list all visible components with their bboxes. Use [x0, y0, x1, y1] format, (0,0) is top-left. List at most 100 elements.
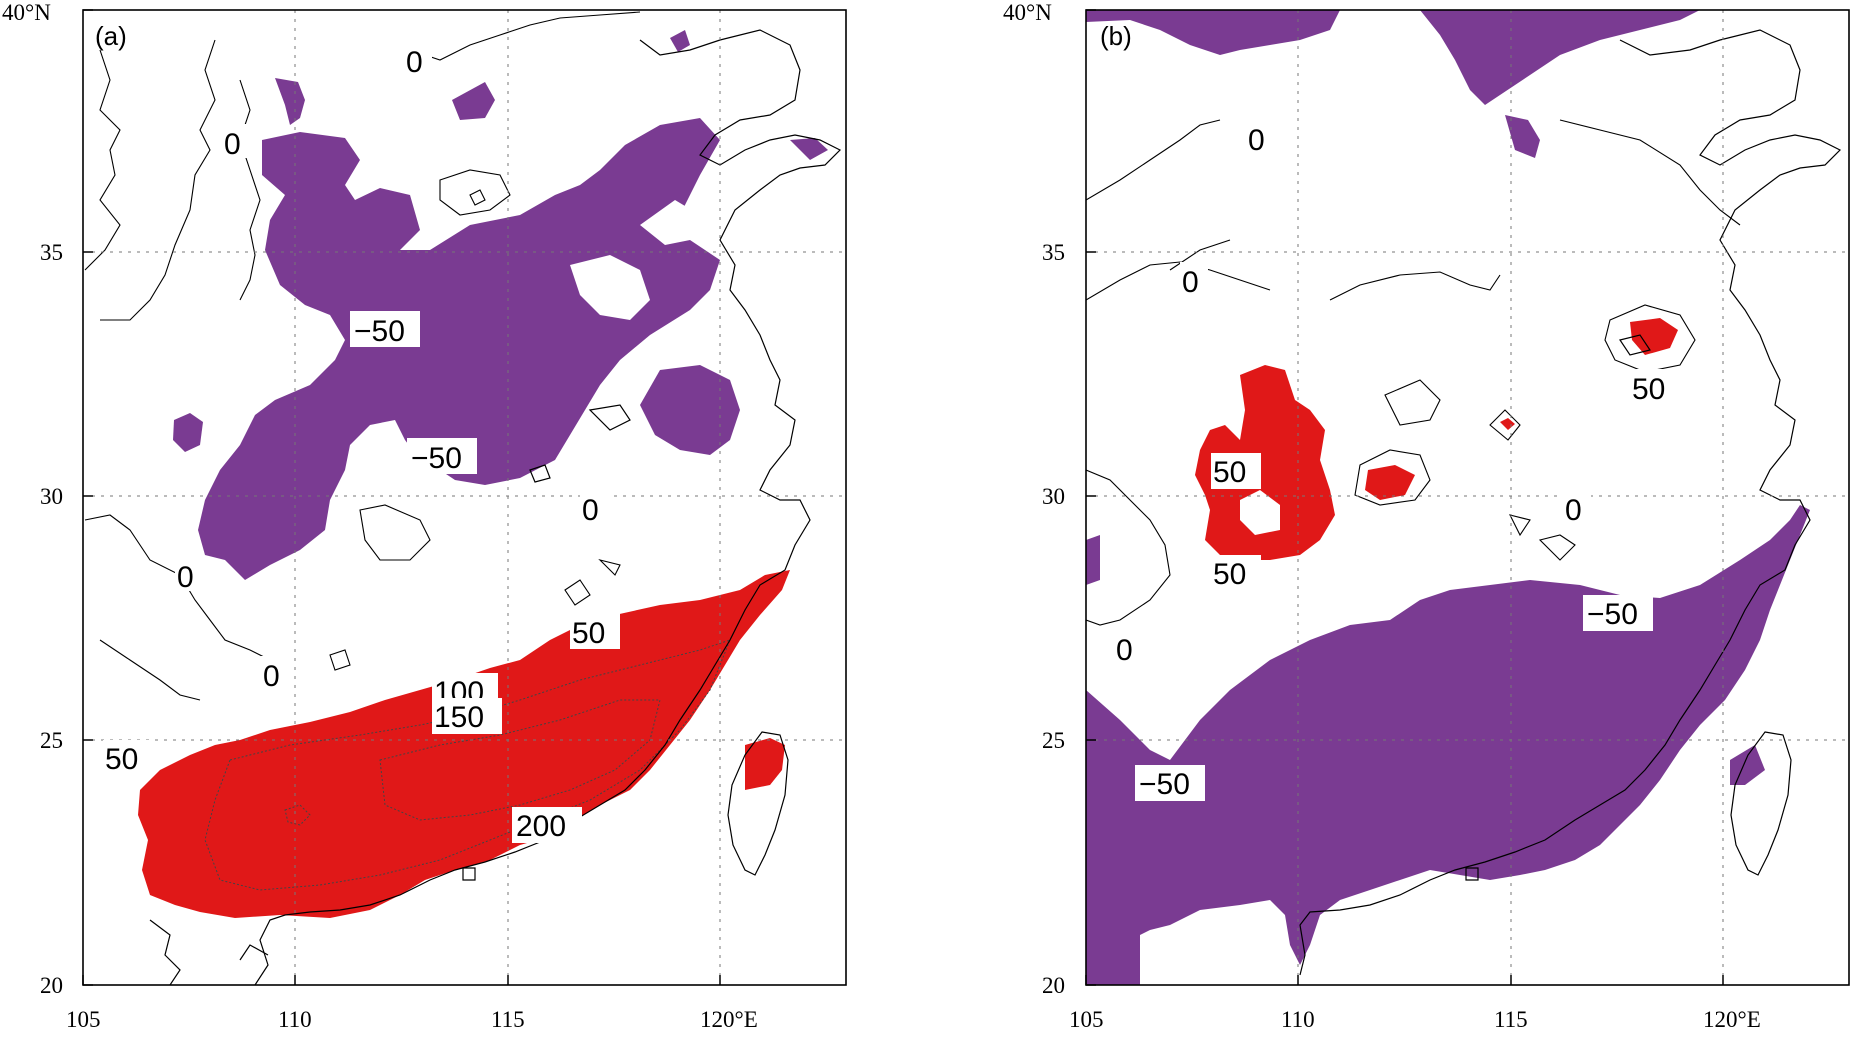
y-axis: 40°N 35 30 25 20	[2, 0, 93, 998]
contour-line	[379, 699, 661, 821]
negative-anomaly-patch	[275, 78, 305, 125]
contour-line	[1086, 469, 1171, 626]
contour-line	[598, 558, 621, 576]
contour-label: 150	[434, 701, 484, 734]
contour-label-box	[1583, 595, 1653, 631]
contour-label: −50	[354, 315, 405, 348]
y-tick-label: 20	[40, 973, 63, 998]
contour-line	[1538, 534, 1576, 561]
contour-line	[409, 11, 641, 61]
contour-label-box	[512, 807, 582, 843]
contour-label-box	[222, 124, 250, 158]
contour-label: 200	[516, 810, 566, 843]
x-tick-label: 120°E	[700, 1007, 758, 1032]
contour-label: 0	[1182, 266, 1199, 299]
contour-line	[1354, 449, 1431, 506]
contour-label-box	[1114, 630, 1142, 664]
contour-label: 50	[105, 743, 138, 776]
contour-label: 0	[582, 494, 599, 527]
island-outline	[529, 464, 551, 483]
contour-label-box	[350, 311, 420, 347]
contour-labels: 0 0 −50 −50 0 0 0 50 100 150 50 200	[103, 42, 620, 843]
contour-label: 0	[263, 660, 280, 693]
x-axis: 105 110 115 120°E	[66, 975, 758, 1032]
y-tick-label: 25	[1042, 728, 1065, 753]
negative-anomaly-patch	[1086, 10, 1340, 55]
coastline	[239, 944, 269, 961]
contour-label-box	[1180, 262, 1208, 296]
panel-label: (b)	[1100, 21, 1132, 51]
contour-line	[1559, 119, 1741, 226]
negative-anomaly-patch	[670, 30, 690, 52]
coastline	[1299, 29, 1842, 976]
contour-label-box	[432, 698, 502, 734]
x-tick-label: 115	[1494, 1007, 1528, 1032]
contour-label: 0	[1565, 494, 1582, 527]
hole	[570, 255, 650, 320]
contour-line	[99, 639, 201, 701]
contour-line	[1086, 261, 1271, 301]
panel-b: 0 0 50 50 50 0 −50 0 −50 (b)	[1003, 0, 1850, 1032]
x-tick-label: 110	[278, 1007, 312, 1032]
contour-line	[204, 639, 731, 891]
x-tick-label: 105	[66, 1007, 101, 1032]
contour-line	[1329, 271, 1501, 301]
contour-label-box	[1246, 120, 1274, 154]
map-frame	[82, 9, 847, 986]
y-tick-label: 40°N	[2, 0, 51, 25]
contour-label-box	[407, 438, 477, 474]
negative-anomaly-region	[1086, 505, 1810, 985]
positive-anomaly-patch	[1630, 318, 1678, 355]
island-outline	[462, 867, 476, 881]
contour-label-box	[1563, 490, 1591, 524]
contour-label: 50	[1632, 373, 1665, 406]
contour-label: 0	[224, 128, 241, 161]
contour-label: 50	[1213, 558, 1246, 591]
contour-label-box	[103, 740, 153, 774]
contour-labels: 0 0 50 50 50 0 −50 0 −50	[1114, 120, 1680, 801]
contour-label-box	[261, 656, 289, 690]
island-outline	[727, 731, 789, 876]
contour-label: 0	[177, 561, 194, 594]
contour-label-box	[1630, 369, 1680, 403]
island-outline	[588, 404, 631, 431]
contour-label: −50	[411, 442, 462, 475]
coastline	[254, 29, 842, 985]
negative-anomaly-patch	[1505, 115, 1540, 158]
x-axis: 105 110 115 120°E	[1069, 975, 1761, 1032]
x-tick-label: 120°E	[1703, 1007, 1761, 1032]
coastline	[149, 919, 181, 985]
contour-label-box	[1135, 765, 1205, 801]
contour-line	[439, 169, 511, 216]
negative-anomaly-patch	[1730, 745, 1765, 785]
island-outline	[1619, 334, 1651, 356]
y-tick-label: 25	[40, 728, 63, 753]
x-tick-label: 115	[491, 1007, 525, 1032]
contour-line	[1086, 119, 1221, 201]
contour-label-box	[570, 613, 620, 649]
contour-label: 0	[1248, 124, 1265, 157]
y-axis: 40°N 35 30 25 20	[1003, 0, 1096, 998]
positive-anomaly-patch	[1365, 465, 1415, 500]
contour-label: −50	[1587, 598, 1638, 631]
contour-label-box	[1211, 555, 1261, 591]
contour-label: 0	[406, 46, 423, 79]
contour-line	[100, 39, 216, 321]
y-tick-label: 30	[1042, 484, 1065, 509]
negative-anomaly-patch	[1420, 10, 1700, 105]
negative-anomaly-patch	[452, 82, 495, 120]
y-tick-label: 40°N	[1003, 0, 1052, 25]
contour-label: −50	[1139, 768, 1190, 801]
contour-line	[564, 579, 591, 606]
panel-label: (a)	[95, 21, 127, 51]
x-tick-label: 110	[1281, 1007, 1315, 1032]
contour-label: 50	[572, 617, 605, 650]
negative-anomaly-patch	[640, 365, 740, 455]
contour-line	[1384, 379, 1441, 426]
positive-anomaly-patch	[745, 738, 785, 790]
contour-label-box	[404, 42, 432, 76]
contour-line	[1604, 304, 1696, 373]
negative-anomaly-region	[198, 118, 720, 580]
contour-line	[1508, 514, 1531, 537]
